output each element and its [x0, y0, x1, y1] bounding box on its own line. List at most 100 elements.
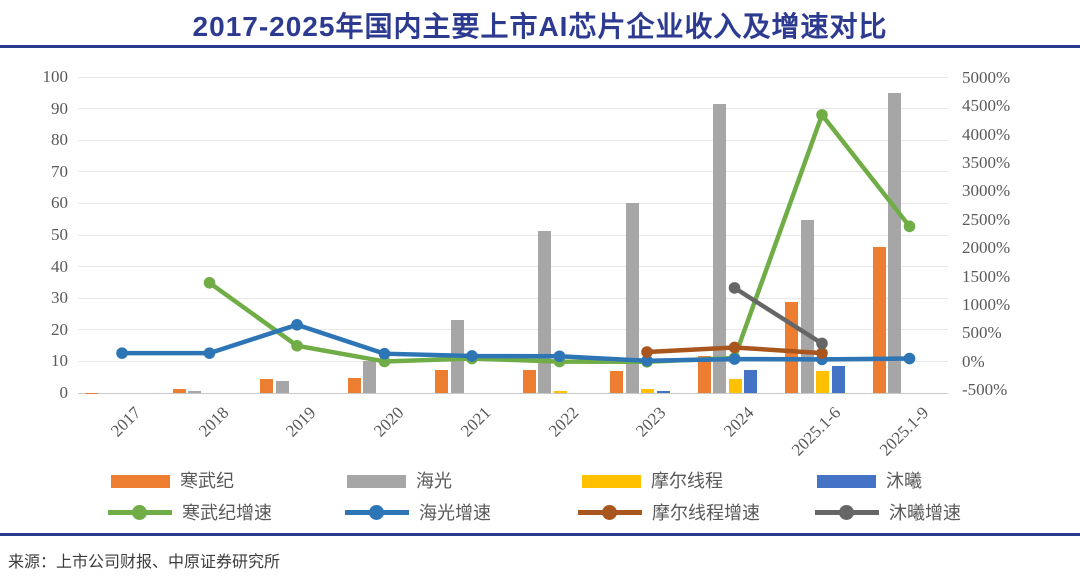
revenue-bar-2-2024: [713, 103, 726, 393]
growth-marker: [203, 276, 216, 289]
left-axis-tick-label: 30: [51, 288, 68, 308]
revenue-bar-3-2023: [641, 389, 654, 393]
growth-marker: [816, 347, 828, 359]
left-axis-tick-label: 0: [59, 383, 69, 402]
left-axis-tick-label: 50: [51, 225, 68, 244]
revenue-bar-2-2025.1-9: [888, 93, 901, 393]
legend-swatch-海光: [347, 475, 406, 488]
revenue-bar-1-2018: [172, 389, 186, 393]
revenue-bar-4-2023: [656, 391, 670, 393]
legend-label: 海光增速: [419, 503, 491, 523]
right-axis-tick-label: -500%: [962, 380, 1008, 399]
gridline: [78, 266, 948, 268]
left-axis-tick-label: 80: [51, 130, 68, 150]
legend-label: 寒武纪增速: [182, 503, 272, 523]
right-axis-tick-label: 500%: [962, 323, 1002, 343]
legend-label: 海光: [416, 471, 452, 491]
chart-title: 2017-2025年国内主要上市AI芯片企业收入及增速对比: [192, 11, 888, 42]
gridline: [78, 202, 948, 204]
growth-marker: [728, 353, 741, 365]
left-axis-tick-label: 70: [51, 161, 68, 181]
legend-line-dot: [839, 505, 854, 520]
gridline: [78, 139, 948, 141]
revenue-bar-4-2025.1-6: [831, 366, 845, 393]
legend-label: 摩尔线程: [651, 471, 723, 491]
gridline: [78, 76, 948, 78]
title-divider-line: [0, 45, 1080, 48]
revenue-bar-3-2022: [553, 391, 567, 393]
left-axis-tick-label: 90: [51, 98, 68, 118]
growth-marker: [553, 350, 566, 363]
right-axis-tick-label: 2000%: [962, 238, 1011, 258]
growth-marker: [816, 337, 828, 350]
left-axis-tick-label: 100: [42, 67, 69, 86]
revenue-bar-2-2018: [188, 391, 201, 393]
growth-marker: [903, 352, 916, 365]
revenue-bar-1-2023: [610, 370, 623, 393]
growth-line: [122, 322, 910, 364]
growth-line: [208, 110, 912, 365]
gridline: [78, 234, 948, 236]
gridline: [78, 108, 948, 110]
legend-swatch-寒武纪: [111, 475, 170, 488]
revenue-bar-2-2022: [538, 230, 551, 393]
legend-swatch-沐曦: [817, 475, 876, 488]
legend-line-marker-摩尔线程增速: [578, 505, 642, 520]
legend-line-dot: [602, 505, 617, 520]
revenue-bar-1-2022: [522, 369, 536, 393]
revenue-bar-1-2019: [260, 379, 273, 393]
revenue-bar-1-2017: [85, 392, 98, 393]
growth-marker: [116, 347, 128, 359]
right-axis-tick-label: 1500%: [962, 266, 1011, 286]
revenue-bar-2-2019: [275, 380, 289, 393]
legend-line-dot: [369, 505, 384, 520]
revenue-bar-3-2024: [728, 379, 742, 393]
revenue-bar-4-2024: [744, 369, 757, 393]
right-axis-tick-label: 4000%: [962, 124, 1011, 144]
growth-marker: [291, 318, 303, 331]
legend-label: 沐曦增速: [889, 503, 961, 523]
legend-label: 沐曦: [886, 471, 922, 491]
growth-marker: [291, 339, 303, 352]
right-axis-tick-label: 1000%: [962, 294, 1011, 314]
legend-line-marker-寒武纪增速: [108, 505, 172, 520]
growth-marker: [816, 109, 828, 121]
growth-marker: [378, 347, 391, 360]
legend-label: 摩尔线程增速: [652, 503, 760, 523]
growth-marker: [728, 282, 741, 294]
left-axis-tick-label: 40: [51, 256, 68, 276]
left-axis-tick-label: 20: [51, 319, 68, 339]
left-axis-tick-label: 10: [51, 351, 68, 371]
right-axis-tick-label: 0%: [962, 351, 985, 371]
revenue-bar-2-2020: [363, 360, 376, 393]
revenue-bar-3-2025.1-6: [816, 370, 829, 393]
growth-marker: [641, 346, 653, 358]
gridline: [78, 297, 948, 299]
source-note: 来源：上市公司财报、中原证券研究所: [8, 554, 281, 571]
growth-line: [733, 285, 824, 346]
left-axis-tick-label: 60: [51, 193, 68, 213]
legend-label: 寒武纪: [180, 471, 234, 491]
legend-swatch-摩尔线程: [582, 475, 641, 488]
revenue-bar-2-2023: [625, 203, 639, 393]
growth-marker: [728, 341, 741, 354]
legend-line-marker-沐曦增速: [815, 505, 879, 520]
legend-line-dot: [132, 505, 147, 520]
right-axis-tick-label: 3500%: [962, 153, 1011, 173]
revenue-bar-1-2024: [697, 356, 711, 393]
revenue-bar-1-2020: [347, 378, 361, 393]
right-axis-tick-label: 2500%: [962, 209, 1011, 229]
growth-marker: [466, 350, 478, 362]
gridline: [78, 329, 948, 331]
growth-marker: [203, 347, 216, 359]
legend-line-marker-海光增速: [345, 505, 409, 520]
gridline: [78, 171, 948, 173]
footer-divider-line: [0, 533, 1080, 536]
right-axis-tick-label: 4500%: [962, 96, 1011, 116]
growth-marker: [903, 220, 916, 233]
revenue-bar-1-2021: [435, 370, 448, 393]
right-axis-tick-label: 3000%: [962, 181, 1011, 201]
gridline: [78, 392, 948, 394]
